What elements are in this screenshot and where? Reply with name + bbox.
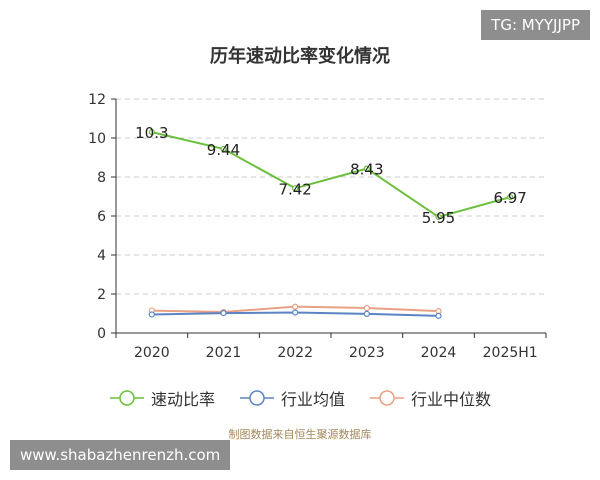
grid-lines (116, 98, 546, 295)
legend-swatch-marker (119, 390, 135, 406)
data-label: 9.44 (207, 141, 240, 159)
source-note: 制图数据来自恒生聚源数据库 (228, 428, 372, 441)
y-tick-label: 12 (88, 92, 106, 108)
legend-label: 行业中位数 (411, 390, 492, 409)
x-tick-label: 2022 (277, 345, 313, 361)
data-point (363, 165, 370, 172)
legend-item[interactable]: 速动比率 (109, 386, 215, 410)
legend-swatch-icon (370, 390, 404, 406)
watermark-badge: TG: MYYJJPP (481, 10, 590, 40)
x-tick-label: 2021 (206, 345, 242, 361)
x-tick-label: 2025H1 (483, 345, 538, 361)
chart-legend: 速动比率 行业均值 行业中位数 (0, 387, 600, 409)
data-point (292, 309, 299, 316)
legend-swatch-marker (249, 390, 265, 406)
x-tick-label: 2023 (349, 345, 385, 361)
data-label: 10.3 (135, 124, 168, 142)
data-point (435, 213, 442, 221)
legend-swatch-icon (239, 390, 274, 406)
data-label: 6.97 (493, 189, 526, 207)
data-point (363, 304, 370, 312)
data-point (148, 311, 155, 318)
legend-label: 行业均值 (280, 390, 345, 409)
data-point (363, 310, 370, 317)
axes: 0 2 4 6 8 10 12 2020 2021 2022 2023 2024 2025H1 (88, 92, 547, 361)
y-tick-label: 10 (88, 131, 106, 147)
series-lines (148, 129, 514, 319)
data-label: 5.95 (422, 209, 455, 227)
x-tick-label: 2024 (421, 345, 457, 361)
site-url-badge[interactable]: www.shabazhenrenzh.com (10, 440, 231, 470)
y-tick-label: 2 (97, 287, 106, 303)
y-tick-label: 6 (97, 209, 106, 225)
legend-swatch-marker (379, 390, 395, 406)
data-point (220, 310, 227, 317)
y-tick-label: 0 (97, 326, 106, 342)
legend-item[interactable]: 行业中位数 (369, 386, 491, 410)
data-point (292, 185, 299, 192)
data-point (292, 303, 299, 310)
data-labels: 10.3 9.44 7.42 8.43 5.95 6.97 (135, 124, 527, 227)
data-label: 7.42 (278, 180, 311, 198)
legend-label: 速动比率 (150, 390, 215, 409)
y-tick-label: 4 (97, 248, 106, 264)
legend-swatch-icon (109, 390, 144, 406)
y-tick-label: 8 (97, 170, 106, 186)
data-point (220, 145, 227, 153)
x-tick-label: 2020 (134, 345, 170, 361)
series-line (151, 131, 511, 219)
chart-title: 历年速动比率变化情况 (210, 45, 390, 67)
legend-item[interactable]: 行业均值 (239, 386, 345, 410)
data-label: 8.43 (350, 161, 383, 179)
data-point (148, 129, 155, 136)
data-point (507, 193, 514, 201)
data-point (435, 312, 442, 319)
